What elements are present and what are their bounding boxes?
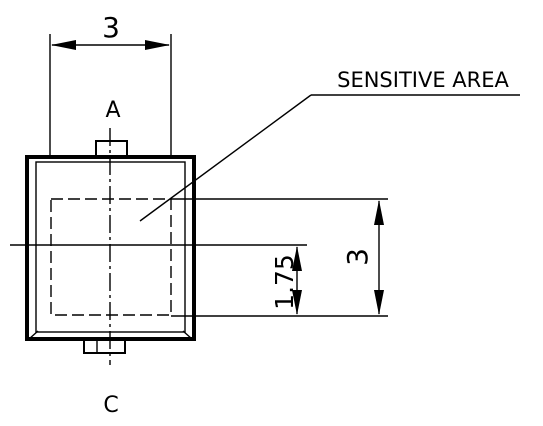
- sensitive-area-label: SENSITIVE AREA: [337, 68, 509, 92]
- leader-line: [139, 94, 312, 222]
- terminal-anode-label: A: [105, 98, 120, 123]
- arrowhead-lower: [374, 290, 384, 315]
- bevel-bottom-right: [182, 330, 193, 340]
- sensitive-area-callout: SENSITIVE AREA: [139, 68, 520, 222]
- arrowhead-left: [51, 40, 76, 50]
- lead-top: [95, 140, 128, 158]
- dimension-right-height: 3: [171, 198, 388, 317]
- arrowhead-upper: [374, 200, 384, 225]
- arrowhead-offset-lower: [292, 290, 302, 315]
- arrowhead-right: [145, 40, 170, 50]
- terminal-cathode-label: C: [103, 393, 118, 418]
- dim-right-height-label: 3: [341, 248, 374, 266]
- bevel-bottom-left: [28, 330, 39, 340]
- arrowhead-offset-upper: [292, 246, 302, 271]
- dim-top-width-label: 3: [102, 11, 120, 44]
- sensitive-area-outline: [50, 198, 172, 316]
- dimension-offset: 1.75: [270, 246, 302, 315]
- dimension-top-width: 3: [49, 11, 172, 158]
- dim-offset-label: 1.75: [270, 254, 299, 310]
